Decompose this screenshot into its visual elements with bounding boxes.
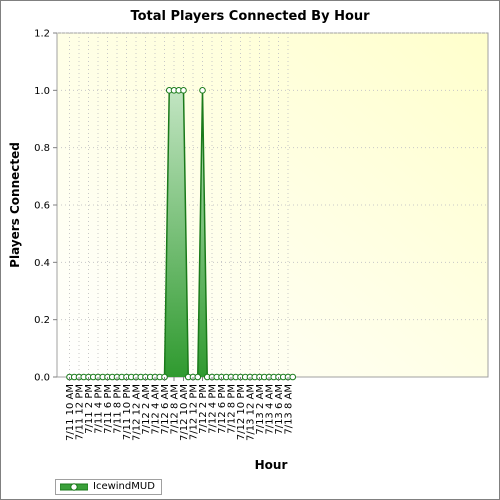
x-tick-label: 7/11 4 PM	[94, 384, 105, 434]
x-tick-label: 7/12 2 PM	[198, 384, 209, 434]
y-tick-label: 0.2	[34, 315, 50, 326]
legend: IcewindMUD	[55, 479, 162, 495]
data-point	[199, 87, 206, 94]
chart-title: Total Players Connected By Hour	[130, 9, 370, 24]
x-tick-label: 7/12 6 AM	[160, 384, 171, 435]
y-tick-label: 0.8	[34, 143, 50, 154]
x-tick-label: 7/11 8 PM	[113, 384, 124, 434]
plot-area	[56, 32, 489, 378]
legend-swatch-icon	[60, 483, 88, 491]
x-tick-label: 7/12 10 AM	[179, 384, 190, 441]
x-axis-label: Hour	[255, 458, 288, 472]
x-tick-label: 7/12 4 PM	[208, 384, 219, 434]
x-tick-label: 7/11 6 PM	[103, 384, 114, 434]
x-tick-label: 7/12 12 AM	[132, 384, 143, 441]
x-tick-label: 7/11 10 AM	[65, 384, 76, 441]
x-tick-label: 7/11 2 PM	[84, 384, 95, 434]
x-tick-label: 7/12 2 AM	[141, 384, 152, 435]
data-point	[289, 373, 297, 381]
legend-label: IcewindMUD	[93, 481, 155, 492]
x-tick-label: 7/13 6 AM	[274, 384, 285, 435]
x-tick-label: 7/13 8 AM	[284, 384, 295, 435]
x-tick-label: 7/12 6 PM	[217, 384, 228, 434]
x-tick-label: 7/12 10 PM	[236, 384, 247, 440]
y-tick-label: 0.4	[34, 258, 50, 269]
series-area	[69, 90, 293, 377]
x-tick-label: 7/11 10 PM	[122, 384, 133, 440]
x-tick-label: 7/12 4 AM	[151, 384, 162, 435]
x-tick-label: 7/13 2 AM	[255, 384, 266, 435]
y-tick-label: 1.2	[34, 29, 50, 40]
data-point	[180, 87, 187, 94]
y-tick-label: 0.6	[34, 201, 50, 212]
y-tick-label: 0.0	[34, 373, 50, 384]
x-tick-label: 7/13 12 AM	[246, 384, 257, 441]
x-tick-label: 7/12 8 PM	[227, 384, 238, 434]
x-tick-label: 7/12 8 AM	[170, 384, 181, 435]
y-tick-label: 1.0	[34, 86, 50, 97]
x-tick-label: 7/11 12 PM	[75, 384, 86, 440]
x-tick-label: 7/12 12 PM	[189, 384, 200, 440]
x-tick-label: 7/13 4 AM	[265, 384, 276, 435]
data-point	[194, 373, 202, 381]
y-axis-label: Players Connected	[8, 142, 22, 268]
